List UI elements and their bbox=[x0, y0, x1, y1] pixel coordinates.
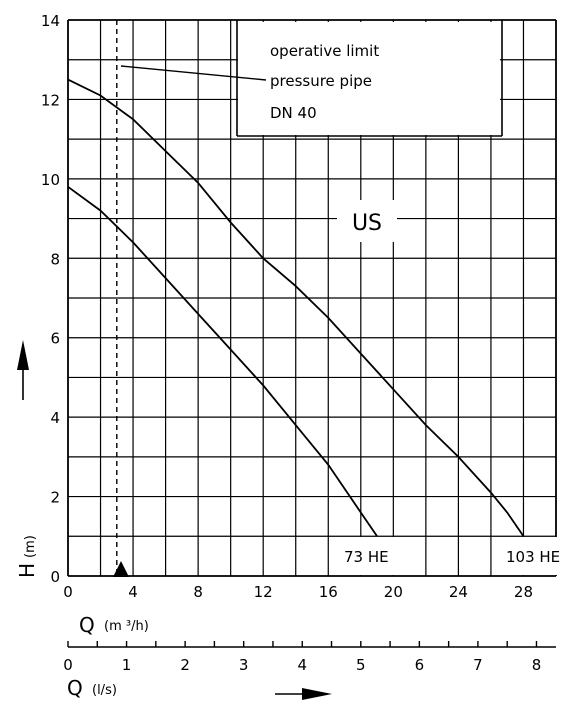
operative-limit-marker-icon bbox=[113, 561, 129, 577]
x-tick-label: 16 bbox=[319, 583, 338, 601]
x-tick-label: 0 bbox=[63, 583, 73, 601]
y-tick-label: 8 bbox=[50, 250, 60, 268]
x-tick-label: 8 bbox=[193, 583, 203, 601]
series-line-0 bbox=[67, 186, 378, 537]
x-tick-label: 28 bbox=[514, 583, 533, 601]
secondary-axis-ticks: 0 1 2 3 4 5 6 7 8 bbox=[63, 641, 541, 674]
series-label-73-he: 73 HE bbox=[344, 548, 389, 566]
x-axis-arrow-right-icon bbox=[302, 688, 332, 700]
secondary-axis-symbol: Q bbox=[67, 676, 83, 700]
series-line-1 bbox=[67, 78, 525, 537]
series-label-103-he: 103 HE bbox=[506, 548, 560, 566]
y-tick-label: 10 bbox=[41, 171, 60, 189]
x-tick-label: 12 bbox=[254, 583, 273, 601]
secondary-tick-label: 3 bbox=[239, 656, 249, 674]
x-tick-label: 20 bbox=[384, 583, 403, 601]
x-tick-label: 24 bbox=[449, 583, 468, 601]
y-tick-label: 2 bbox=[50, 489, 60, 507]
secondary-axis-unit: (l/s) bbox=[92, 683, 117, 698]
secondary-tick-label: 8 bbox=[532, 656, 542, 674]
annotation-line-2: pressure pipe bbox=[270, 72, 372, 90]
y-tick-label: 14 bbox=[41, 12, 60, 30]
annotation-line-1: operative limit bbox=[270, 42, 379, 60]
annotation-box bbox=[238, 22, 500, 135]
secondary-tick-label: 7 bbox=[473, 656, 483, 674]
y-axis-title: H (m) bbox=[15, 535, 39, 578]
y-tick-label: 6 bbox=[50, 330, 60, 348]
series-label-box-73 bbox=[338, 537, 398, 575]
secondary-tick-label: 4 bbox=[297, 656, 307, 674]
x-axis-unit: (m ³/h) bbox=[104, 619, 149, 634]
region-label-box bbox=[337, 200, 397, 242]
y-axis-symbol: H bbox=[15, 563, 39, 578]
secondary-tick-label: 0 bbox=[63, 656, 73, 674]
performance-curves bbox=[67, 78, 525, 537]
secondary-tick-label: 1 bbox=[122, 656, 132, 674]
annotation-line-3: DN 40 bbox=[270, 104, 317, 122]
annotation-leader-line bbox=[120, 65, 267, 81]
y-tick-label: 4 bbox=[50, 409, 60, 427]
y-tick-label: 12 bbox=[41, 91, 60, 109]
series-label-box-103 bbox=[502, 537, 562, 575]
secondary-tick-label: 6 bbox=[415, 656, 425, 674]
region-label: US bbox=[352, 211, 382, 236]
x-tick-label: 4 bbox=[128, 583, 138, 601]
y-axis-unit: (m) bbox=[23, 535, 38, 558]
x-axis-symbol: Q bbox=[79, 613, 95, 637]
secondary-tick-label: 5 bbox=[356, 656, 366, 674]
y-tick-label: 0 bbox=[50, 568, 60, 586]
secondary-tick-label: 2 bbox=[180, 656, 190, 674]
y-axis-arrow-up-icon bbox=[17, 340, 29, 370]
